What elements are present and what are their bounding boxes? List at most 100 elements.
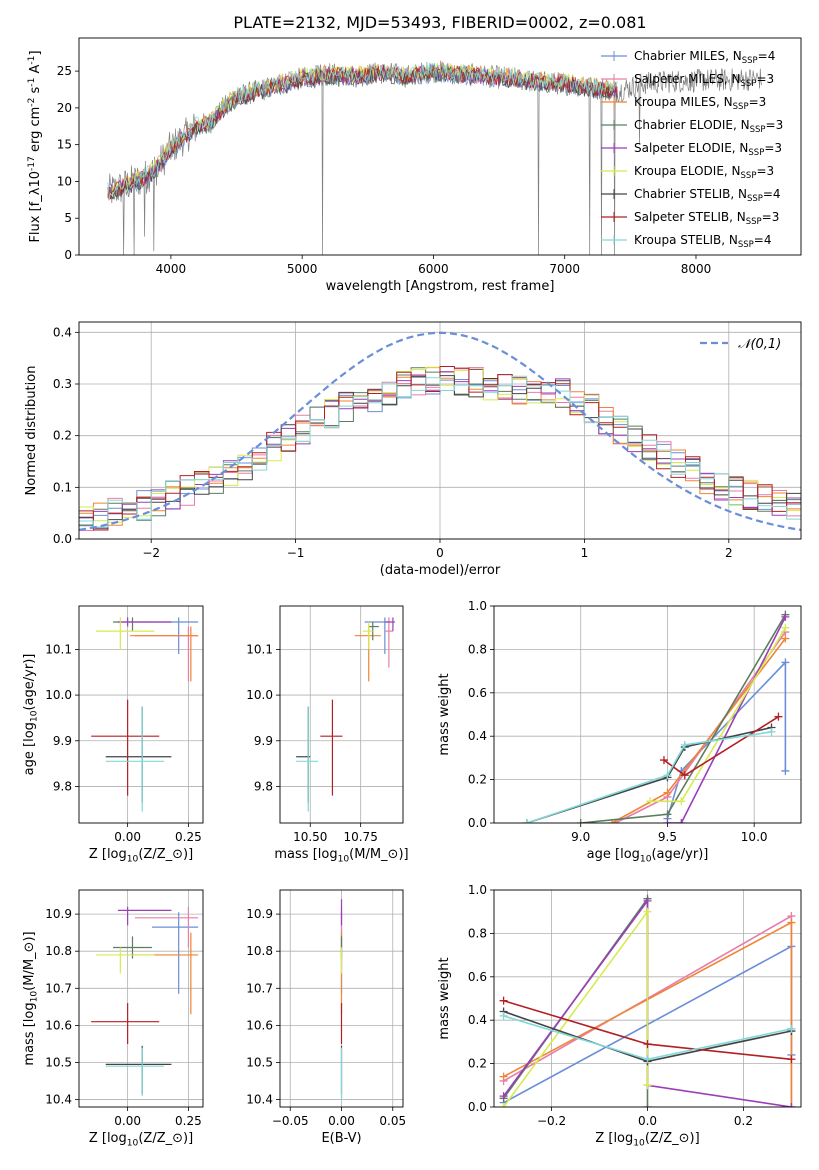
- mass-vs-Z-point-6: [105, 1045, 172, 1095]
- weight-vs-age-marker-8-3: [767, 727, 776, 736]
- residuals-xtick-label: −1: [287, 546, 305, 560]
- age-vs-Z-xlabel: Z [log10(Z/Z_⊙)]: [89, 847, 193, 864]
- age-vs-Z-plot-area: [91, 617, 199, 812]
- age-vs-mass-point-2: [354, 626, 381, 682]
- weight-vs-Z-marker-5-0: [499, 1103, 508, 1107]
- mass-vs-Z-point-8: [105, 1047, 165, 1096]
- age-vs-mass-point-5: [362, 621, 373, 650]
- weight-vs-Z-marker-2-0: [499, 1072, 508, 1081]
- age-vs-Z-point-1: [134, 626, 199, 682]
- age-vs-mass-ytick-label: 10.0: [246, 688, 273, 702]
- mass-vs-Z-xtick-label: 0.25: [175, 1114, 202, 1128]
- age-vs-Z-ylabel: age [log10(age/yr)]: [22, 654, 39, 776]
- legend-label-6: Chabrier STELIB, NSSP=4: [634, 187, 781, 204]
- weight-vs-Z-frame: [493, 889, 802, 1108]
- mass-vs-Z-ytick-label: 10.8: [45, 944, 72, 958]
- weight-vs-Z-marker-8-2: [787, 1024, 796, 1033]
- legend-label-2: Kroupa MILES, NSSP=3: [634, 95, 766, 112]
- weight-vs-age-panel: 9.0 9.5 10.0 0.0 0.2 0.4 0.6 0.8 1.0 age [log10(a…: [437, 599, 802, 864]
- weight-vs-age-line-6: [526, 726, 772, 823]
- age-vs-Z-ytick-label: 10.0: [45, 688, 72, 702]
- weight-vs-age-marker-0-2: [781, 658, 790, 667]
- weight-vs-Z-marker-5-2: [643, 1081, 652, 1090]
- weight-vs-Z-ytick-label: 0.0: [468, 1100, 487, 1114]
- mass-vs-Z-panel: 0.00 0.25 10.4 10.5 10.6 10.7 10.8 10.9 Z [log10…: [22, 889, 204, 1148]
- weight-vs-Z-plot-area: [499, 894, 796, 1107]
- spectrum-xtick-label: 5000: [287, 262, 318, 276]
- legend-label-7: Salpeter STELIB, NSSP=3: [634, 210, 779, 227]
- residuals-xtick-label: 2: [725, 546, 733, 560]
- weight-vs-age-marker-4-2: [781, 612, 790, 621]
- spectrum-ytick-label: 25: [57, 64, 72, 78]
- weight-vs-Z-marker-2-1: [787, 918, 796, 927]
- residuals-legend: 𝒩(0,1): [700, 337, 781, 352]
- weight-vs-Z-marker-4-3: [787, 1103, 796, 1107]
- age-vs-Z-point-8: [105, 706, 165, 812]
- weight-vs-Z-marker-8-1: [643, 1055, 652, 1064]
- age-vs-Z-point-6: [105, 706, 172, 803]
- mass-vs-Z-ytick-label: 10.7: [45, 981, 72, 995]
- legend-label-gaussian: 𝒩(0,1): [738, 337, 781, 352]
- weight-vs-age-marker-7-1: [680, 771, 689, 780]
- mass-vs-EBV-ytick-label: 10.7: [246, 981, 273, 995]
- weight-vs-age-plot-area: [522, 610, 790, 823]
- age-vs-Z-point-2: [130, 626, 199, 682]
- age-vs-mass-frame: [279, 605, 404, 824]
- spectrum-data-line: [107, 60, 762, 255]
- mass-vs-Z-plot-area: [91, 906, 199, 1096]
- mass-vs-EBV-ytick-label: 10.4: [246, 1093, 273, 1107]
- age-vs-Z-xtick-label: 0.00: [114, 830, 141, 844]
- weight-vs-age-marker-3-1: [663, 810, 672, 819]
- mass-vs-Z-ytick-label: 10.4: [45, 1093, 72, 1107]
- weight-vs-age-ytick-label: 0.4: [468, 729, 487, 743]
- age-vs-mass-ytick-label: 10.1: [246, 642, 273, 656]
- weight-vs-age-marker-8-1: [663, 771, 672, 780]
- mass-vs-EBV-ytick-label: 10.9: [246, 907, 273, 921]
- legend-label-4: Salpeter ELODIE, NSSP=3: [634, 141, 782, 158]
- weight-vs-Z-marker-7-1: [643, 1040, 652, 1049]
- spectrum-ytick-label: 15: [57, 138, 72, 152]
- age-vs-Z-ytick-label: 9.8: [53, 779, 72, 793]
- weight-vs-Z-marker-4-1: [643, 896, 652, 905]
- weight-vs-age-ytick-label: 1.0: [468, 599, 487, 613]
- weight-vs-Z-line-5: [502, 909, 649, 1107]
- mass-vs-Z-point-7: [91, 1003, 160, 1044]
- weight-vs-age-line-4: [667, 616, 787, 823]
- weight-vs-age-marker-2-1: [663, 788, 672, 797]
- spectrum-xtick-label: 8000: [681, 262, 712, 276]
- residuals-xtick-label: 0: [436, 546, 444, 560]
- weight-vs-age-marker-5-0: [646, 797, 655, 806]
- spectrum-ytick-label: 10: [57, 174, 72, 188]
- weight-vs-age-ytick-label: 0.2: [468, 773, 487, 787]
- age-vs-Z-point-3: [113, 617, 152, 632]
- residuals-ytick-label: 0.3: [53, 377, 72, 391]
- weight-vs-Z-marker-5-1: [643, 907, 652, 916]
- spectrum-xtick-label: 6000: [418, 262, 449, 276]
- mass-vs-Z-frame: [78, 889, 204, 1108]
- mass-vs-Z-point-5: [96, 947, 155, 974]
- weight-vs-Z-marker-4-0: [499, 1092, 508, 1101]
- age-vs-mass-xtick-label: 10.75: [343, 830, 377, 844]
- legend-label-1: Salpeter MILES, NSSP=3: [634, 72, 774, 89]
- weight-vs-Z-ytick-label: 0.4: [468, 1013, 487, 1027]
- weight-vs-Z-xtick-label: −0.2: [537, 1114, 566, 1128]
- weight-vs-Z-marker-7-2: [787, 1055, 796, 1064]
- mass-vs-EBV-xtick-label: −0.05: [272, 1114, 309, 1128]
- weight-vs-Z-marker-3-2: [643, 1103, 652, 1107]
- legend-label-5: Kroupa ELODIE, NSSP=3: [634, 164, 774, 181]
- age-vs-mass-point-7: [320, 699, 343, 796]
- spectrum-frame: [78, 37, 802, 256]
- weight-vs-Z-xtick-label: 0.0: [638, 1114, 657, 1128]
- weight-vs-Z-xlabel: Z [log10(Z/Z_⊙)]: [595, 1131, 699, 1148]
- spectrum-model-line-6: [107, 65, 618, 200]
- spectrum-ytick-label: 0: [64, 248, 72, 262]
- weight-vs-Z-marker-7-0: [499, 996, 508, 1005]
- residuals-ytick-label: 0.2: [53, 429, 72, 443]
- weight-vs-age-xtick-label: 9.0: [571, 830, 590, 844]
- weight-vs-age-marker-3-0: [576, 819, 585, 823]
- weight-vs-age-marker-0-3: [781, 766, 790, 775]
- weight-vs-age-line-7: [663, 716, 779, 777]
- weight-vs-age-frame: [493, 605, 802, 824]
- spectrum-ylabel: Flux [f_λ10-17 erg cm-2 s-1 A-1]: [27, 50, 43, 242]
- gaussian-reference-line: [79, 331, 801, 531]
